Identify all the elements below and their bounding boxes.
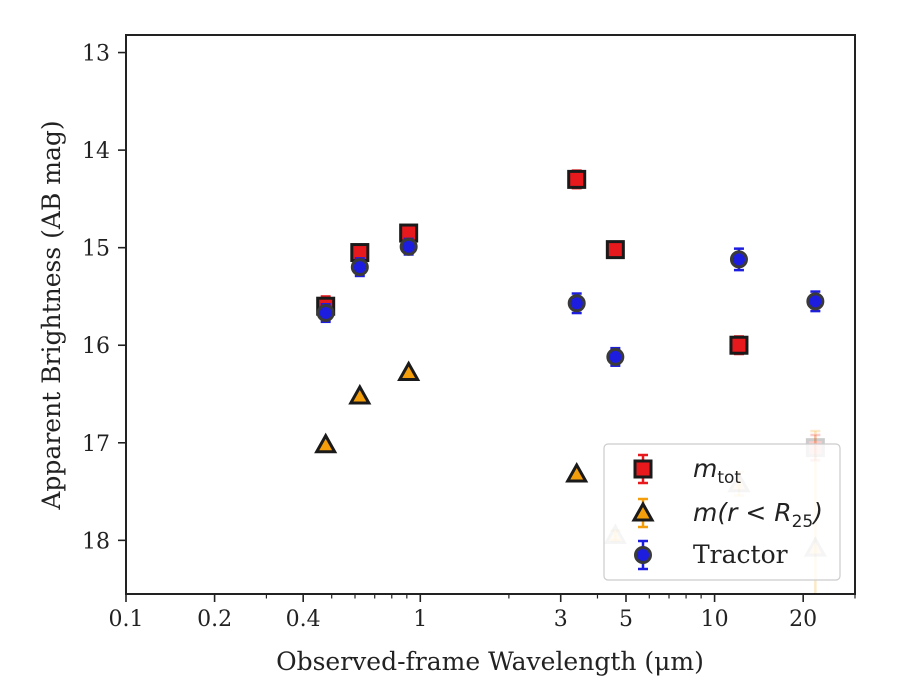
series-2-point-1 <box>350 257 369 278</box>
legend-label-1: m(r < R25) <box>693 498 823 532</box>
series-2-point-4 <box>606 346 625 367</box>
series-0-point-4 <box>605 240 625 260</box>
legend-marker <box>633 459 653 479</box>
series-0-point-3 <box>567 169 587 190</box>
x-tick-label-1: 0.2 <box>197 607 232 632</box>
marker <box>314 432 338 454</box>
series-2-point-5 <box>729 247 748 272</box>
marker <box>350 258 369 277</box>
x-tick-label-4: 3 <box>554 607 568 632</box>
y-tick-label-0: 13 <box>82 42 110 67</box>
marker <box>806 292 825 311</box>
series-2 <box>316 237 825 367</box>
marker <box>567 294 586 313</box>
plot-frame <box>125 34 856 595</box>
marker <box>729 335 749 355</box>
x-tick-label-3: 1 <box>413 607 427 632</box>
y-tick-label-1: 14 <box>82 139 110 164</box>
x-tick-label-0: 0.1 <box>109 607 144 632</box>
x-axis-label: Observed-frame Wavelength (μm) <box>276 647 704 676</box>
marker <box>397 360 421 382</box>
marker <box>567 169 587 189</box>
marker <box>316 304 335 323</box>
legend-label-0: mtot <box>693 454 741 488</box>
series-1-point-1 <box>348 383 372 405</box>
series-2-point-0 <box>316 303 335 324</box>
series-2-point-3 <box>567 292 586 315</box>
legend-item-2: Tractor <box>634 539 788 571</box>
legend-marker <box>631 500 655 522</box>
y-tick-label-4: 17 <box>82 432 110 457</box>
x-tick-label-5: 5 <box>619 607 633 632</box>
series-2-point-2 <box>399 237 418 256</box>
x-tick-label-2: 0.4 <box>286 607 321 632</box>
y-tick-label-2: 15 <box>82 237 110 262</box>
marker <box>399 237 418 256</box>
marker <box>606 347 625 366</box>
series-1-point-3 <box>565 461 589 483</box>
legend-label-2: Tractor <box>693 540 788 569</box>
marker <box>348 383 372 405</box>
series-0-point-5 <box>729 335 749 356</box>
legend-item-0: mtot <box>633 453 741 488</box>
legend: mtot m(r < R25) Tractor <box>603 443 841 581</box>
x-tick-label-7: 20 <box>789 607 817 632</box>
legend-item-1: m(r < R25) <box>631 497 823 532</box>
series-2-point-6 <box>806 290 825 313</box>
series-1-point-2 <box>397 360 421 382</box>
legend-box <box>603 443 841 581</box>
y-tick-label-5: 18 <box>82 529 110 554</box>
series-1-point-0 <box>314 432 338 454</box>
marker <box>565 461 589 483</box>
marker <box>729 250 748 269</box>
legend-marker <box>634 546 652 564</box>
y-axis-label: Apparent Brightness (AB mag) <box>37 120 66 510</box>
x-tick-label-6: 10 <box>701 607 729 632</box>
marker <box>605 240 625 260</box>
y-tick-label-3: 16 <box>82 334 110 359</box>
